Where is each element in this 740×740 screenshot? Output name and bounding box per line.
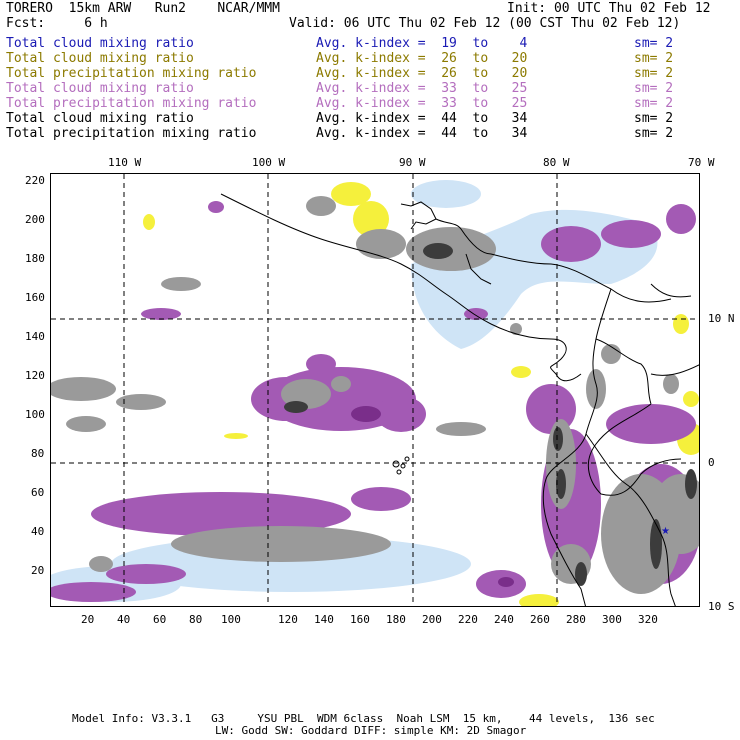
- field-kindex: Avg. k-index = 26 to 20: [316, 51, 528, 66]
- x-tick-label: 240: [494, 613, 514, 626]
- lat-label: 10 S: [708, 600, 735, 613]
- x-tick-label: 180: [386, 613, 406, 626]
- field-row: Total cloud mixing ratio Avg. k-index = …: [6, 51, 673, 66]
- field-name: Total cloud mixing ratio: [6, 81, 194, 96]
- y-tick-label: 220: [25, 174, 45, 187]
- x-tick-label: 320: [638, 613, 658, 626]
- y-tick-label: 100: [25, 408, 45, 421]
- forecast-hour: Fcst: 6 h: [6, 16, 108, 31]
- y-tick-label: 200: [25, 213, 45, 226]
- field-name: Total precipitation mixing ratio: [6, 66, 257, 81]
- x-tick-label: 120: [278, 613, 298, 626]
- x-tick-label: 260: [530, 613, 550, 626]
- field-kindex: Avg. k-index = 33 to 25: [316, 81, 528, 96]
- islands: [392, 456, 410, 475]
- lat-label: 0: [708, 456, 715, 469]
- lon-label: 100 W: [252, 156, 286, 169]
- lon-label: 80 W: [543, 156, 570, 169]
- field-row: Total cloud mixing ratio Avg. k-index = …: [6, 81, 673, 96]
- field-smoothing: sm= 2: [634, 36, 674, 51]
- y-tick-label: 40: [31, 525, 45, 538]
- y-tick-label: 160: [25, 291, 45, 304]
- x-tick-label: 220: [458, 613, 478, 626]
- field-smoothing: sm= 2: [634, 51, 674, 66]
- dark-purple-shading: [351, 406, 514, 587]
- field-kindex: Avg. k-index = 33 to 25: [316, 96, 528, 111]
- field-name: Total precipitation mixing ratio: [6, 96, 257, 111]
- field-smoothing: sm= 2: [634, 81, 674, 96]
- model-info-line1: Model Info: V3.3.1 G3 YSU PBL WDM 6class…: [72, 712, 655, 725]
- model-title: TORERO 15km ARW Run2 NCAR/MMM: [6, 1, 280, 16]
- valid-time: Valid: 06 UTC Thu 02 Feb 12 (00 CST Thu …: [289, 16, 681, 31]
- y-tick-label: 120: [25, 369, 45, 382]
- x-tick-label: 300: [602, 613, 622, 626]
- forecast-map: ★: [50, 173, 700, 607]
- coastlines: [220, 193, 699, 606]
- y-tick-label: 20: [31, 564, 45, 577]
- field-smoothing: sm= 2: [634, 111, 674, 126]
- field-kindex: Avg. k-index = 19 to 4: [316, 36, 528, 51]
- field-row: Total cloud mixing ratio Avg. k-index = …: [6, 111, 673, 126]
- x-tick-label: 80: [189, 613, 203, 626]
- x-tick-label: 100: [221, 613, 241, 626]
- y-tick-label: 80: [31, 447, 45, 460]
- field-kindex: Avg. k-index = 44 to 34: [316, 126, 528, 141]
- x-tick-label: 40: [117, 613, 131, 626]
- field-kindex: Avg. k-index = 44 to 34: [316, 111, 528, 126]
- init-time: Init: 00 UTC Thu 02 Feb 12: [507, 1, 711, 16]
- lat-label: 10 N: [708, 312, 735, 325]
- dark-gray-shading: [284, 243, 697, 586]
- x-tick-label: 280: [566, 613, 586, 626]
- field-row: Total precipitation mixing ratio Avg. k-…: [6, 96, 673, 111]
- lat-lon-grid: [51, 174, 699, 606]
- map-canvas: ★: [51, 174, 699, 606]
- model-info-line2: LW: Godd SW: Goddard DIFF: simple KM: 2D…: [215, 724, 527, 737]
- field-row: Total cloud mixing ratio Avg. k-index = …: [6, 36, 673, 51]
- field-name: Total cloud mixing ratio: [6, 51, 194, 66]
- field-row: Total precipitation mixing ratio Avg. k-…: [6, 126, 673, 141]
- lon-label: 110 W: [108, 156, 142, 169]
- lon-label: 90 W: [399, 156, 426, 169]
- field-smoothing: sm= 2: [634, 126, 674, 141]
- yellow-shading: [143, 182, 699, 606]
- lon-label: 70 W: [688, 156, 715, 169]
- y-tick-label: 140: [25, 330, 45, 343]
- x-tick-label: 20: [81, 613, 95, 626]
- x-tick-label: 140: [314, 613, 334, 626]
- star-marker-icon: ★: [661, 526, 670, 537]
- x-tick-label: 200: [422, 613, 442, 626]
- y-tick-label: 60: [31, 486, 45, 499]
- field-kindex: Avg. k-index = 26 to 20: [316, 66, 528, 81]
- field-name: Total cloud mixing ratio: [6, 36, 194, 51]
- field-smoothing: sm= 2: [634, 66, 674, 81]
- field-name: Total cloud mixing ratio: [6, 111, 194, 126]
- field-row: Total precipitation mixing ratio Avg. k-…: [6, 66, 673, 81]
- field-smoothing: sm= 2: [634, 96, 674, 111]
- x-tick-label: 160: [350, 613, 370, 626]
- field-name: Total precipitation mixing ratio: [6, 126, 257, 141]
- x-tick-label: 60: [153, 613, 167, 626]
- y-tick-label: 180: [25, 252, 45, 265]
